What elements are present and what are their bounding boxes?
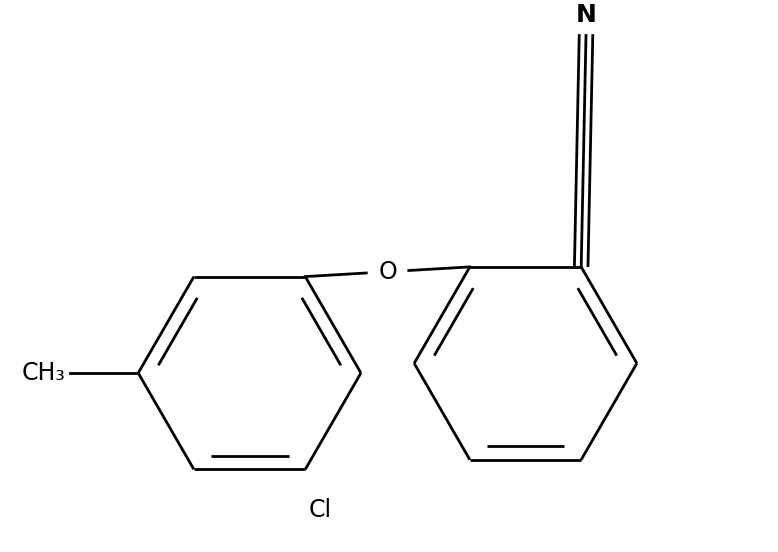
- Text: N: N: [576, 3, 597, 27]
- Text: Cl: Cl: [308, 498, 331, 523]
- Text: O: O: [378, 260, 397, 284]
- Text: CH₃: CH₃: [22, 361, 65, 385]
